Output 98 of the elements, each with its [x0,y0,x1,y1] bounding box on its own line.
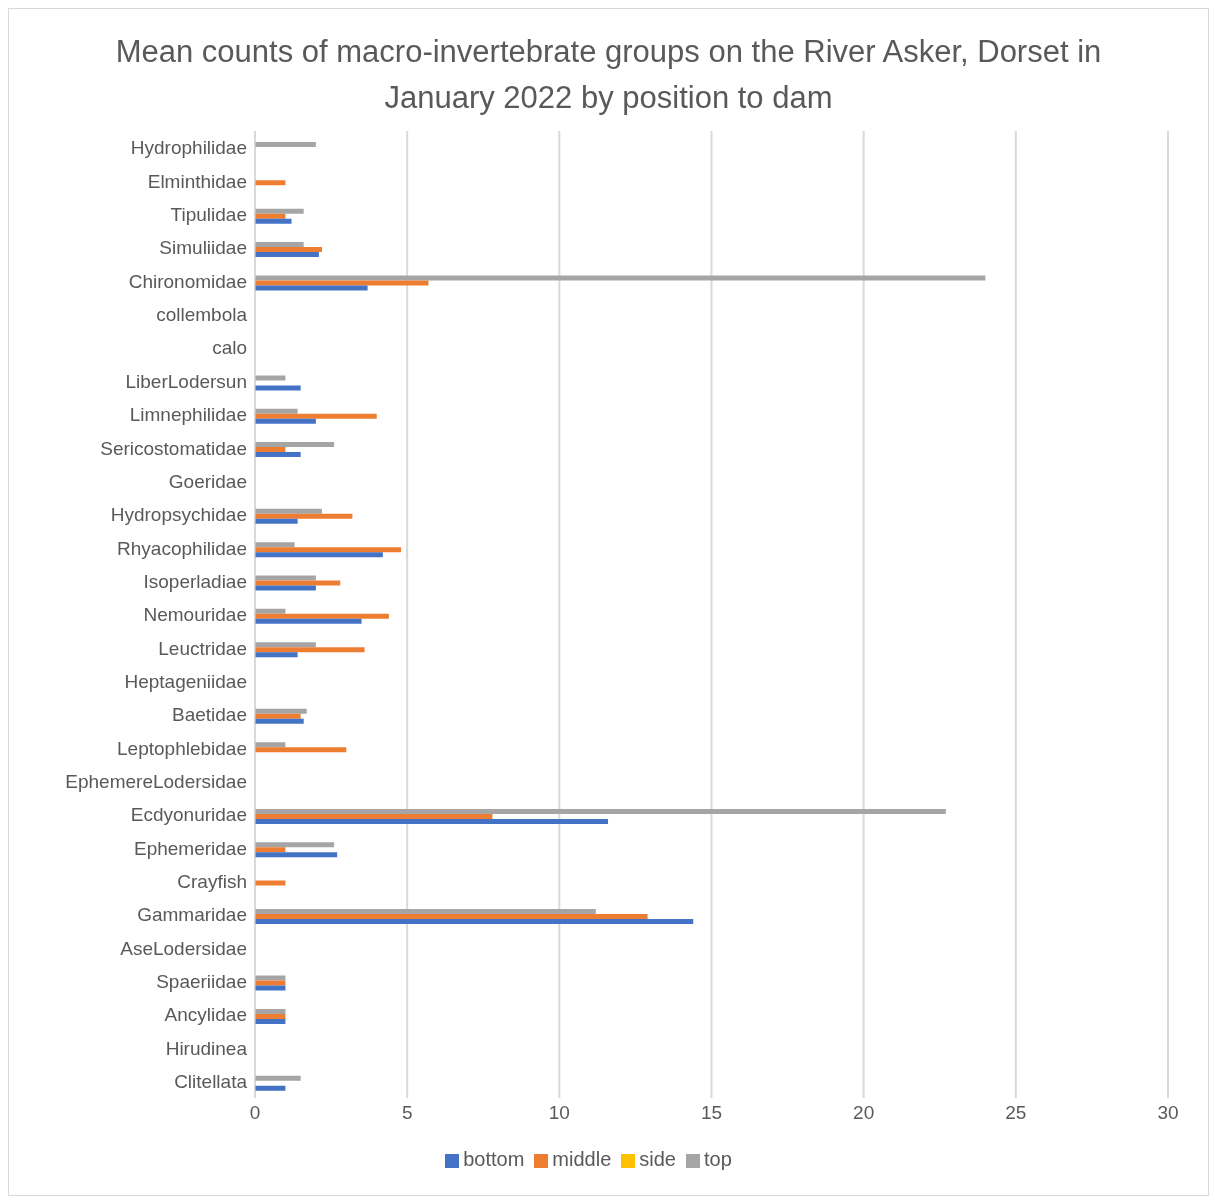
y-tick-label: Ecdyonuridae [130,804,247,826]
bar [255,642,316,648]
bar [255,975,286,981]
y-tick-label: Limnephilidae [129,404,247,426]
bar [255,242,304,248]
y-tick-label: LiberLodersun [125,370,247,392]
bar [255,747,347,753]
bar [255,608,286,614]
bar [255,1075,301,1081]
y-tick-label: Hydropsychidae [110,504,247,526]
bar [255,452,301,458]
y-tick-label: EphemereLodersidae [65,770,247,792]
bar [255,408,298,414]
y-tick-label: Rhyacophilidae [117,537,247,559]
x-tick-label: 25 [1005,1102,1027,1124]
bar [255,647,365,653]
y-tick-label: collembola [156,304,248,326]
y-tick-label: Sericostomatidae [100,437,247,459]
bar [255,880,286,886]
bar [255,285,368,291]
y-tick-label: Goeridae [168,470,247,492]
bar [255,180,286,186]
y-tick-label: Leptophlebidae [117,737,247,759]
bar [255,908,596,914]
y-tick-label: Chironomidae [128,270,247,292]
bar [255,252,319,258]
x-tick-label: 5 [401,1102,413,1124]
y-tick-label: Spaeriidae [156,971,247,993]
bar [255,918,694,924]
bar [255,275,986,281]
bar [255,852,338,858]
x-tick-label: 15 [700,1102,723,1124]
y-tick-label: calo [212,337,247,359]
bar [255,575,316,581]
bar [255,1008,286,1014]
y-tick-label: Heptageniidae [124,670,247,692]
bar [255,585,316,591]
x-tick-label: 20 [853,1102,875,1124]
bar [255,442,335,448]
bar [255,847,286,853]
x-tick-label: 0 [249,1102,261,1124]
bar [255,142,316,147]
bar [255,552,383,558]
bar [255,652,298,658]
bar [255,713,301,719]
bar [255,413,377,419]
bar [255,1085,286,1091]
y-tick-label: AseLodersidae [120,937,247,959]
bar [255,913,648,919]
y-tick-label: Crayfish [177,871,247,892]
y-tick-label: Tipulidae [170,204,247,226]
bar [255,980,286,986]
bar [255,1013,286,1019]
bar [255,375,286,381]
bar [255,247,322,253]
bar [255,508,322,514]
y-tick-label: Nemouridae [143,604,247,626]
bar [255,513,353,519]
legend-label: middle [552,1148,612,1170]
bar [255,208,304,214]
bar [255,518,298,524]
bar [255,618,362,624]
bar [255,218,292,224]
bar [255,418,316,424]
bar [255,808,946,814]
bar [255,213,286,219]
y-tick-label: Hydrophilidae [130,137,247,159]
bar [255,742,286,748]
bar [255,1018,286,1024]
chart-title: Mean counts of macro-invertebrate groups on the River Asker, Dorset in January 2022 by position to dam [114,33,1103,117]
bar [255,718,304,724]
bar [255,547,402,553]
bar [255,542,295,548]
bar [255,280,429,286]
bar [255,613,389,619]
y-tick-label: Gammaridae [137,904,247,926]
legend-label: top [703,1148,732,1170]
legend-label: bottom [463,1148,525,1170]
y-tick-label: Clitellata [174,1071,248,1093]
x-tick-label: 30 [1157,1102,1179,1124]
bar [255,708,307,714]
y-tick-label: Ephemeridae [133,837,247,859]
y-tick-label: Baetidae [171,704,247,726]
y-tick-label: Leuctridae [158,637,247,659]
bar [255,818,609,824]
bar [255,813,493,819]
legend-label: side [639,1148,676,1170]
y-tick-label: Simuliidae [159,237,247,259]
bar [255,580,341,586]
bar [255,985,286,991]
y-tick-label: Hirudinea [165,1037,248,1059]
bar [255,842,335,848]
y-tick-label: Elminthidae [147,170,247,192]
y-tick-label: Isoperladiae [143,570,247,592]
y-tick-label: Ancylidae [164,1004,247,1026]
x-tick-label: 10 [548,1102,570,1124]
bar [255,447,286,453]
bar [255,385,301,391]
